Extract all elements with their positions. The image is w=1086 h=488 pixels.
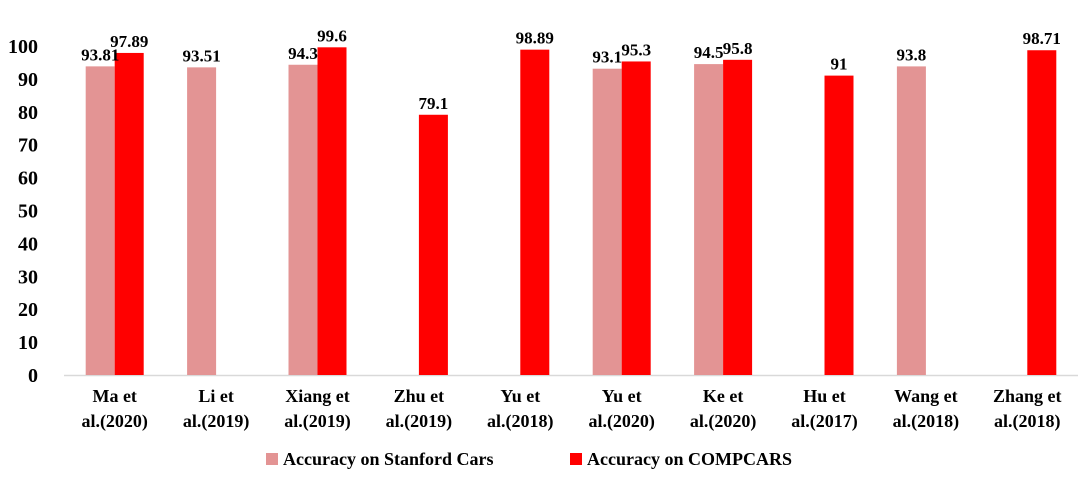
- bar-series-1: [694, 64, 724, 375]
- bar-series-1: [592, 68, 622, 376]
- legend-swatch: [266, 453, 278, 465]
- data-labels-group: 93.81 93.51 94.3 93.1 94.5 93.8 97.89 99.6 79.1 9…: [81, 26, 1061, 112]
- bar-series-1: [896, 66, 926, 375]
- bar-series-2: [621, 61, 651, 375]
- category-label: Ke et al.(2020): [690, 386, 757, 432]
- bar-series-2: [418, 114, 448, 376]
- bar-series-2: [824, 75, 854, 376]
- bar-series-2: [317, 47, 347, 375]
- y-tick-label: 80: [18, 102, 38, 124]
- data-label: 95.3: [621, 40, 651, 59]
- bar-series-2: [1027, 50, 1057, 375]
- y-tick-label: 90: [18, 69, 38, 91]
- data-label: 95.8: [723, 39, 753, 58]
- legend-label: Accuracy on COMPCARS: [587, 449, 792, 469]
- data-label: 93.51: [182, 46, 220, 65]
- y-tick-label: 0: [28, 365, 38, 387]
- data-label: 93.1: [592, 48, 622, 67]
- data-label: 79.1: [419, 94, 449, 113]
- bar-series-2: [723, 59, 753, 376]
- y-tick-label: 60: [18, 168, 38, 190]
- category-labels-group: Ma et al.(2020) Li et al.(2019) Xiang et al.(…: [81, 386, 1061, 432]
- data-label: 98.89: [516, 29, 554, 48]
- category-label: Yu et al.(2018): [487, 386, 554, 432]
- data-label: 94.3: [288, 44, 318, 63]
- category-label: Yu et al.(2020): [588, 386, 655, 432]
- bar-series-1: [288, 64, 318, 376]
- data-label: 99.6: [317, 26, 347, 45]
- bar-series-2: [520, 49, 550, 375]
- y-tick-label: 70: [18, 135, 38, 157]
- data-label: 97.89: [110, 32, 148, 51]
- legend-swatch: [570, 453, 582, 465]
- y-tick-label: 50: [18, 201, 38, 223]
- bars-group: [85, 47, 1057, 376]
- bar-series-1: [85, 66, 115, 375]
- data-label: 93.81: [81, 45, 119, 64]
- data-label: 98.71: [1023, 29, 1061, 48]
- category-label: Wang et al.(2018): [893, 386, 960, 432]
- data-label: 91: [831, 55, 848, 74]
- y-tick-label: 20: [18, 299, 38, 321]
- category-label: Zhu et al.(2019): [386, 386, 453, 432]
- y-tick-label: 10: [18, 332, 38, 354]
- axes-group: 0 10 20 30 40 50 60 70 80 90 100: [8, 36, 1078, 387]
- legend: Accuracy on Stanford Cars Accuracy on COM…: [266, 449, 792, 469]
- category-label: Ma et al.(2020): [81, 386, 148, 432]
- category-label: Zhang et al.(2018): [993, 386, 1062, 432]
- y-tick-label: 30: [18, 266, 38, 288]
- category-label: Hu et al.(2017): [791, 386, 858, 432]
- bar-series-2: [114, 52, 144, 376]
- bar-series-1: [187, 67, 217, 375]
- y-tick-label: 100: [8, 36, 38, 58]
- data-label: 94.5: [694, 43, 724, 62]
- category-label: Li et al.(2019): [183, 386, 250, 432]
- data-label: 93.8: [897, 45, 927, 64]
- legend-label: Accuracy on Stanford Cars: [283, 449, 493, 469]
- y-tick-label: 40: [18, 233, 38, 255]
- category-label: Xiang et al.(2019): [284, 386, 351, 432]
